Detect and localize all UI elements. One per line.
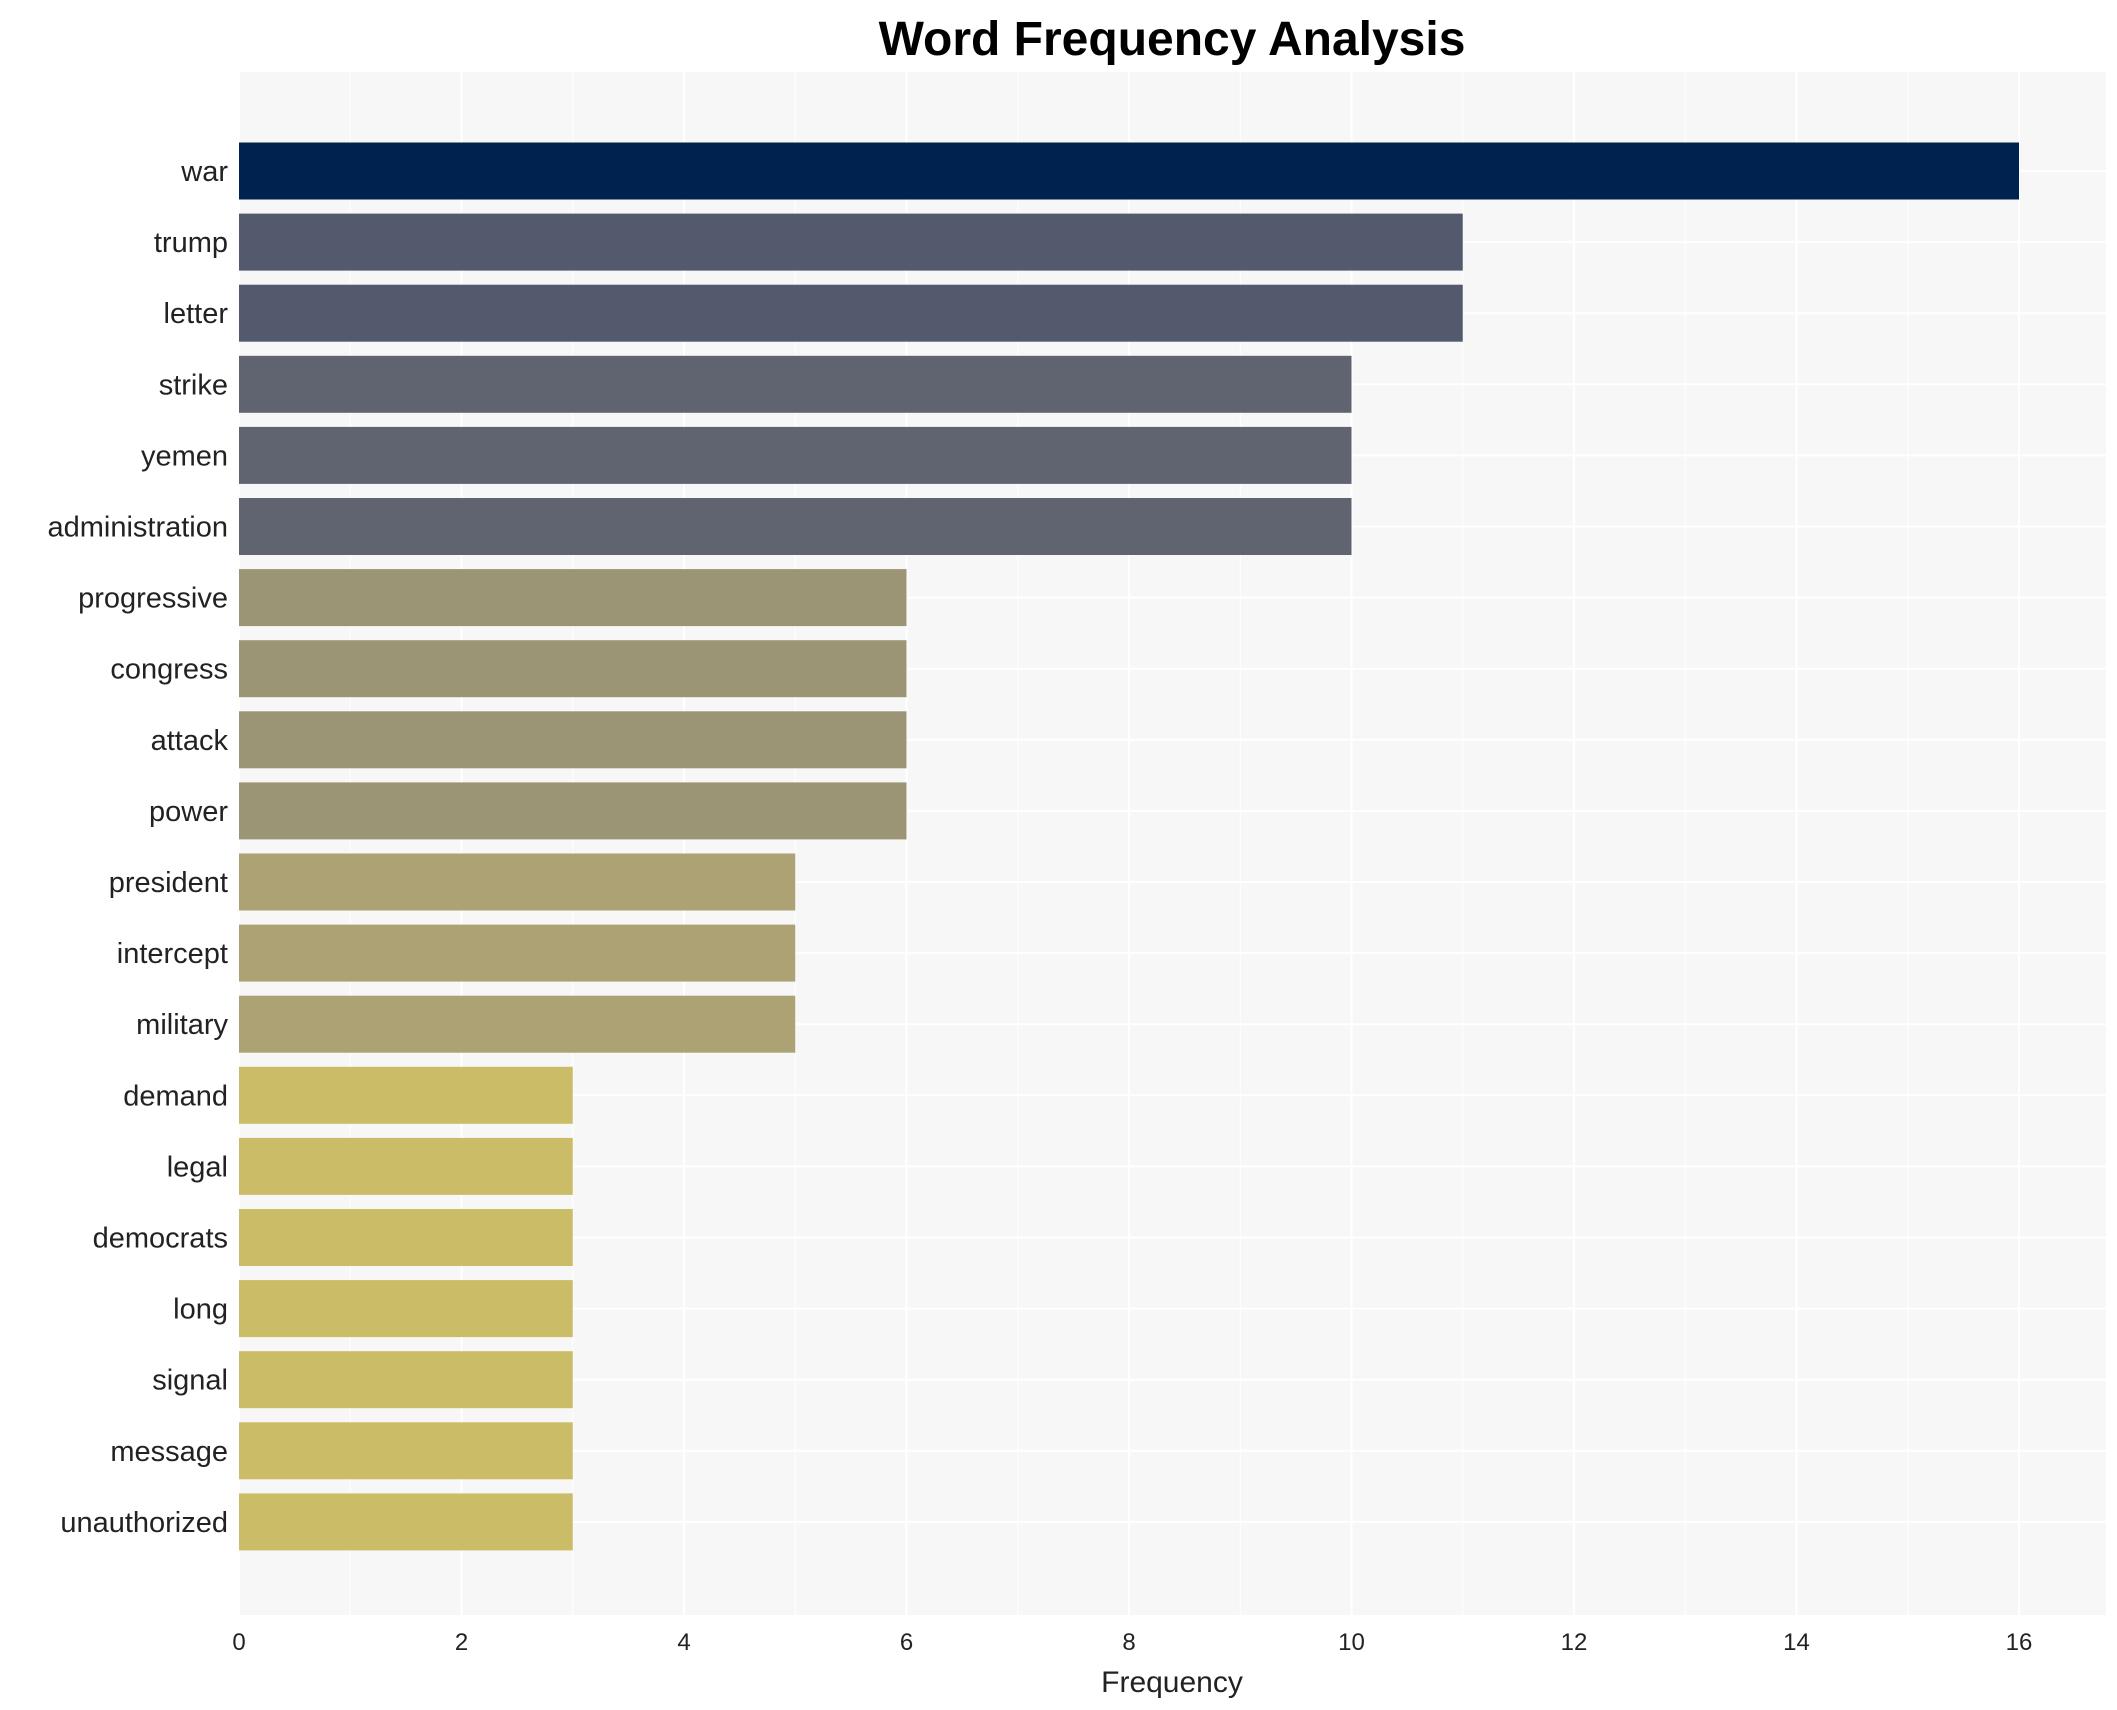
- y-tick-label: unauthorized: [60, 1507, 228, 1539]
- bar-military: [239, 995, 796, 1053]
- bar-long: [239, 1280, 573, 1338]
- x-axis-label: Frequency: [1101, 1666, 1243, 1699]
- y-tick-label: demand: [123, 1080, 228, 1112]
- y-tick-label: congress: [110, 654, 228, 686]
- bar-attack: [239, 711, 907, 769]
- y-tick-label: trump: [154, 227, 228, 259]
- bar-power: [239, 782, 907, 840]
- x-tick-label: 0: [232, 1629, 245, 1656]
- bar-president: [239, 853, 796, 911]
- y-tick-label: yemen: [141, 440, 228, 472]
- y-tick-label: administration: [47, 512, 228, 544]
- y-tick-label: strike: [159, 369, 228, 401]
- bar-progressive: [239, 569, 907, 627]
- bar-message: [239, 1422, 573, 1480]
- y-tick-label: military: [136, 1009, 228, 1041]
- bar-signal: [239, 1351, 573, 1409]
- bar-congress: [239, 640, 907, 698]
- y-tick-label: long: [173, 1294, 228, 1326]
- y-tick-label: power: [149, 796, 228, 828]
- x-tick-label: 16: [2006, 1629, 2033, 1656]
- y-tick-label: message: [110, 1436, 228, 1468]
- bar-unauthorized: [239, 1493, 573, 1551]
- y-tick-label: war: [180, 156, 228, 188]
- bar-yemen: [239, 426, 1352, 484]
- bar-demand: [239, 1066, 573, 1124]
- y-tick-label: progressive: [78, 583, 228, 615]
- x-tick-label: 8: [1122, 1629, 1135, 1656]
- bar-democrats: [239, 1209, 573, 1266]
- y-tick-label: attack: [151, 725, 229, 757]
- x-tick-label: 12: [1561, 1629, 1588, 1656]
- x-tick-label: 2: [455, 1629, 468, 1656]
- y-tick-label: democrats: [93, 1223, 228, 1255]
- bar-strike: [239, 355, 1352, 413]
- x-tick-label: 6: [900, 1629, 913, 1656]
- bar-administration: [239, 498, 1352, 555]
- bar-letter: [239, 284, 1463, 342]
- x-tick-label: 14: [1783, 1629, 1810, 1656]
- y-tick-label: legal: [167, 1151, 228, 1183]
- bar-legal: [239, 1137, 573, 1195]
- chart-title: Word Frequency Analysis: [879, 13, 1466, 66]
- y-tick-label: letter: [164, 298, 229, 330]
- bar-intercept: [239, 924, 796, 982]
- x-tick-label: 4: [677, 1629, 690, 1656]
- y-tick-label: signal: [152, 1365, 228, 1397]
- bar-war: [239, 142, 2019, 200]
- bar-trump: [239, 213, 1463, 271]
- y-tick-label: president: [109, 867, 228, 899]
- y-tick-label: intercept: [117, 938, 228, 970]
- x-tick-label: 10: [1338, 1629, 1365, 1656]
